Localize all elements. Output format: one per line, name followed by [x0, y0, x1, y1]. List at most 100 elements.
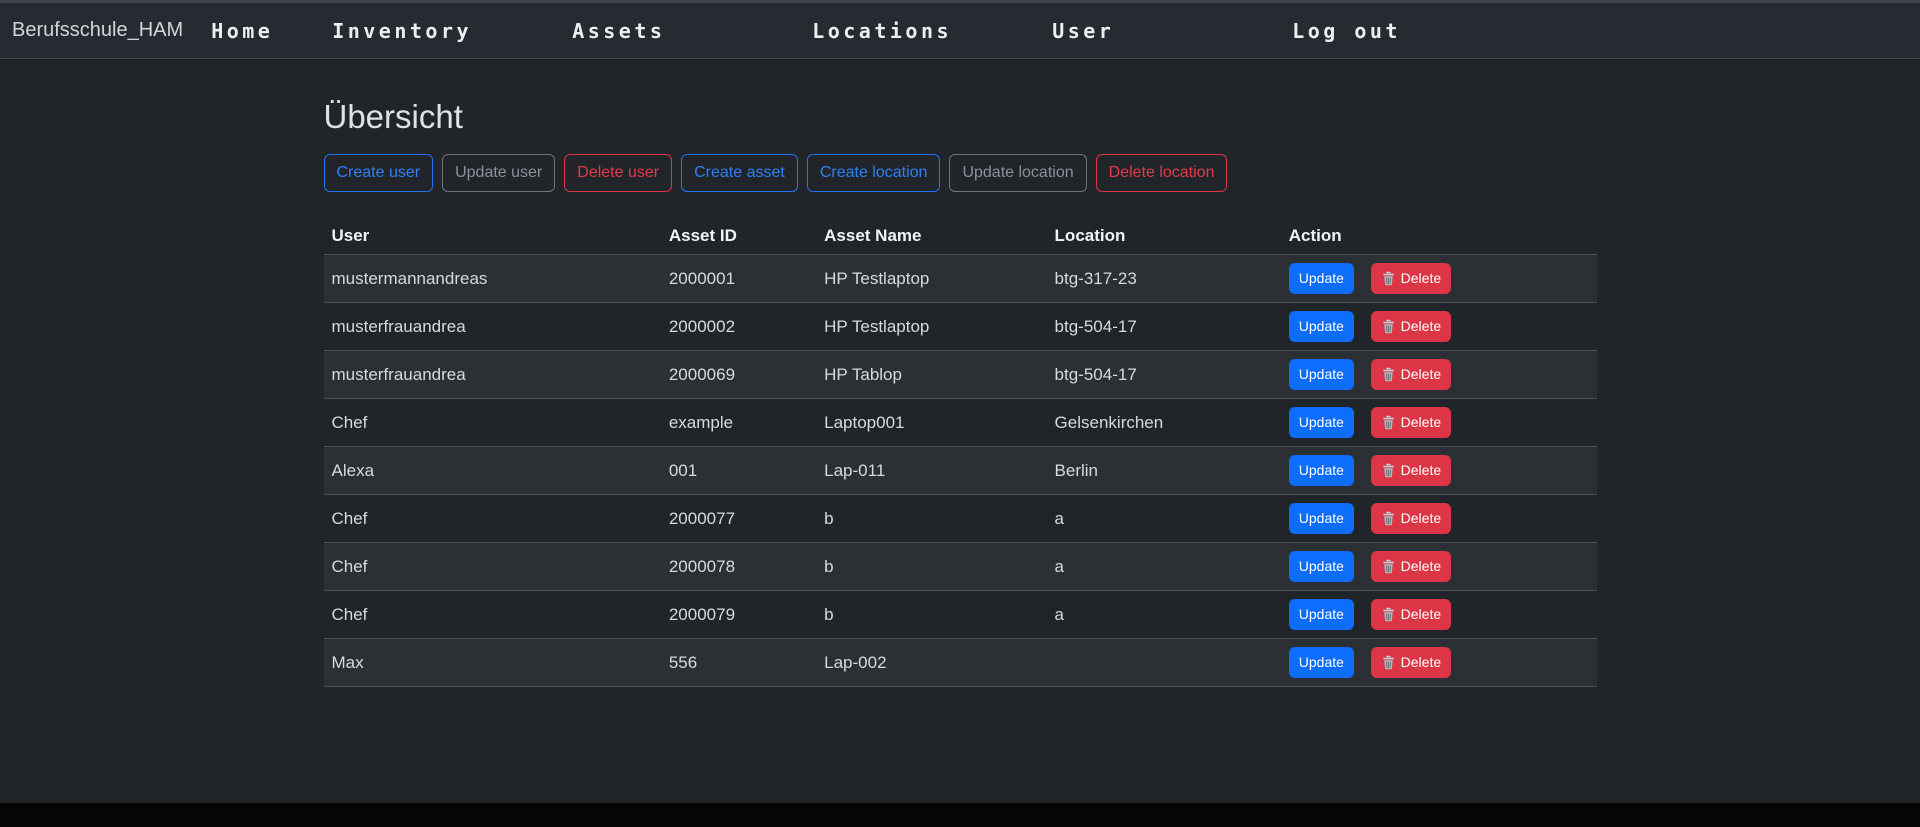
cell-asset-id: 2000069 — [660, 350, 817, 400]
nav-link-log-out[interactable]: Log out — [1292, 18, 1401, 43]
delete-button[interactable]: Delete — [1370, 647, 1452, 679]
cell-asset-id: 2000002 — [660, 302, 817, 352]
delete-button-label: Delete — [1400, 654, 1442, 671]
column-header-action: Action — [1280, 218, 1597, 255]
update-location-button[interactable]: Update location — [949, 154, 1087, 192]
update-button[interactable]: Update — [1288, 263, 1354, 294]
nav-link-home[interactable]: Home — [211, 18, 274, 43]
cell-user: Chef — [323, 494, 661, 544]
table-row: musterfrauandrea 2000069 HP Tablop btg-5… — [323, 350, 1597, 400]
table-row: Chef 2000078 b a Update Delete — [323, 542, 1597, 592]
create-asset-button[interactable]: Create asset — [681, 154, 798, 192]
delete-button[interactable]: Delete — [1370, 551, 1452, 583]
update-button[interactable]: Update — [1288, 359, 1354, 391]
update-button[interactable]: Update — [1288, 551, 1354, 583]
create-user-button[interactable]: Create user — [323, 154, 434, 192]
page-title: Übersicht — [323, 98, 463, 135]
cell-action: Update Delete — [1280, 254, 1597, 304]
cell-user: Chef — [323, 542, 661, 592]
delete-button-label: Delete — [1400, 366, 1442, 383]
column-header-asset-name: Asset Name — [816, 218, 1047, 255]
update-button[interactable]: Update — [1288, 311, 1354, 343]
cell-action: Update Delete — [1280, 350, 1597, 400]
assets-table: User Asset ID Asset Name Location Action… — [323, 218, 1597, 688]
toolbar: Create user Update user Delete user Create … — [323, 154, 1597, 192]
cell-location: a — [1046, 590, 1281, 640]
cell-action: Update Delete — [1280, 638, 1597, 688]
cell-action: Update Delete — [1280, 398, 1597, 448]
trash-icon — [1381, 367, 1396, 382]
cell-location: a — [1046, 494, 1281, 544]
cell-action: Update Delete — [1280, 302, 1597, 352]
cell-location: a — [1046, 542, 1281, 592]
table-row: Chef 2000077 b a Update Delete — [323, 494, 1597, 544]
cell-action: Update Delete — [1280, 446, 1597, 496]
trash-icon — [1381, 559, 1396, 574]
cell-user: Chef — [323, 398, 661, 448]
cell-asset-id: 2000078 — [660, 542, 817, 592]
delete-button[interactable]: Delete — [1370, 407, 1452, 439]
cell-asset-name: HP Tablop — [816, 350, 1047, 400]
nav-link-locations[interactable]: Locations — [812, 18, 953, 43]
cell-user: musterfrauandrea — [323, 350, 661, 400]
cell-asset-name: Lap-011 — [816, 446, 1047, 496]
delete-button[interactable]: Delete — [1370, 599, 1452, 631]
cell-location: btg-504-17 — [1046, 302, 1281, 352]
column-header-user: User — [323, 218, 661, 255]
cell-asset-id: 556 — [660, 638, 817, 688]
update-button[interactable]: Update — [1288, 455, 1354, 487]
update-user-button[interactable]: Update user — [442, 154, 556, 192]
trash-icon — [1381, 415, 1396, 430]
delete-button-label: Delete — [1400, 270, 1442, 287]
table-row: Alexa 001 Lap-011 Berlin Update Delete — [323, 446, 1597, 496]
cell-asset-name: HP Testlaptop — [816, 302, 1047, 352]
update-button[interactable]: Update — [1288, 647, 1354, 679]
column-header-asset-id: Asset ID — [660, 218, 817, 255]
update-button[interactable]: Update — [1288, 599, 1354, 631]
delete-location-button[interactable]: Delete location — [1095, 154, 1228, 192]
table-row: Chef example Laptop001 Gelsenkirchen Upd… — [323, 398, 1597, 448]
cell-location — [1046, 638, 1281, 688]
navbar-links: Home Inventory Assets Locations User Log out — [211, 19, 1401, 43]
delete-button[interactable]: Delete — [1370, 263, 1452, 295]
cell-asset-id: 001 — [660, 446, 817, 496]
delete-button-label: Delete — [1400, 414, 1442, 431]
update-button[interactable]: Update — [1288, 407, 1354, 439]
update-button[interactable]: Update — [1288, 503, 1354, 535]
cell-action: Update Delete — [1280, 542, 1597, 592]
nav-link-assets[interactable]: Assets — [572, 18, 666, 43]
create-location-button[interactable]: Create location — [806, 154, 941, 192]
trash-icon — [1381, 319, 1396, 334]
window-top-strip — [0, 0, 1920, 3]
cell-asset-name: Lap-002 — [816, 638, 1047, 688]
cell-asset-name: b — [816, 590, 1047, 640]
table-row: mustermannandreas 2000001 HP Testlaptop … — [323, 254, 1597, 304]
cell-asset-name: b — [816, 494, 1047, 544]
cell-user: Alexa — [323, 446, 661, 496]
delete-user-button[interactable]: Delete user — [564, 154, 673, 192]
cell-user: mustermannandreas — [323, 254, 661, 304]
cell-asset-name: HP Testlaptop — [816, 254, 1047, 304]
trash-icon — [1381, 511, 1396, 526]
delete-button-label: Delete — [1400, 606, 1442, 623]
delete-button[interactable]: Delete — [1370, 503, 1452, 535]
delete-button-label: Delete — [1400, 510, 1442, 527]
cell-location: Berlin — [1046, 446, 1281, 496]
cell-action: Update Delete — [1280, 590, 1597, 640]
cell-location: btg-317-23 — [1046, 254, 1281, 304]
cell-location: btg-504-17 — [1046, 350, 1281, 400]
delete-button[interactable]: Delete — [1370, 311, 1452, 343]
nav-link-inventory[interactable]: Inventory — [332, 18, 473, 43]
nav-link-user[interactable]: User — [1052, 18, 1115, 43]
trash-icon — [1381, 607, 1396, 622]
cell-user: Max — [323, 638, 661, 688]
trash-icon — [1381, 463, 1396, 478]
delete-button[interactable]: Delete — [1370, 455, 1452, 487]
cell-asset-id: 2000001 — [660, 254, 817, 304]
bottom-bar — [0, 803, 1920, 827]
delete-button[interactable]: Delete — [1370, 359, 1452, 391]
trash-icon — [1381, 655, 1396, 670]
cell-action: Update Delete — [1280, 494, 1597, 544]
cell-asset-id: 2000077 — [660, 494, 817, 544]
cell-asset-id: example — [660, 398, 817, 448]
